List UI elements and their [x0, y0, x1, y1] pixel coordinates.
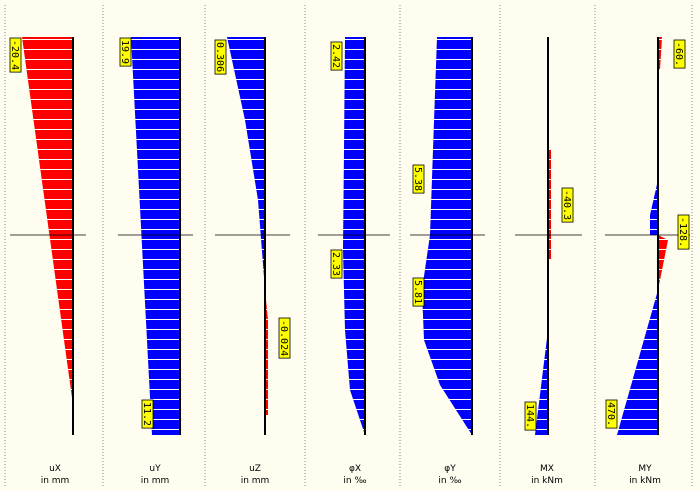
- label-text: 2.42: [330, 44, 341, 68]
- value-label: -20.4: [9, 37, 22, 73]
- label-text: 19.9: [119, 40, 130, 64]
- label-box: [677, 214, 690, 250]
- panel: -20.4 uX in mm: [9, 37, 86, 486]
- label-box: [524, 401, 537, 431]
- label-box: [278, 317, 291, 359]
- label-box: [673, 39, 686, 69]
- value-label: -0.024: [278, 317, 291, 359]
- diagram-fill: [131, 37, 180, 435]
- diagram-fill: [343, 37, 365, 435]
- label-box: [330, 41, 343, 71]
- label-text: 2.33: [330, 252, 341, 276]
- result-unit: in ‰: [438, 476, 461, 486]
- label-box: [141, 399, 154, 429]
- diagram-fill: [535, 330, 548, 435]
- label-text: 11.2: [141, 402, 152, 426]
- result-unit: in ‰: [343, 476, 366, 486]
- value-label: -128.: [677, 214, 690, 250]
- diagram-fill: [650, 180, 658, 235]
- label-box: [412, 164, 425, 194]
- label-text: 5.81: [412, 280, 423, 304]
- result-name: uX: [49, 464, 61, 474]
- result-unit: in kNm: [629, 476, 661, 486]
- result-unit: in kNm: [531, 476, 563, 486]
- label-text: -128.: [677, 217, 688, 247]
- value-label: 5.81: [412, 277, 425, 307]
- result-unit: in mm: [141, 476, 170, 486]
- diagram-fill: [22, 37, 73, 405]
- label-text: 5.38: [412, 167, 423, 191]
- result-name: φX: [349, 464, 361, 474]
- label-box: [330, 249, 343, 279]
- label-box: [605, 399, 618, 429]
- result-name: uZ: [249, 464, 261, 474]
- label-box: [214, 39, 227, 75]
- result-unit: in mm: [41, 476, 70, 486]
- panel: -60. -128. 470. MY in kNm: [605, 37, 690, 486]
- label-text: -20.4: [9, 40, 20, 70]
- value-label: 19.9: [119, 37, 132, 67]
- label-box: [412, 277, 425, 307]
- label-text: 0.306: [214, 42, 225, 72]
- label-text: -0.024: [278, 320, 289, 356]
- value-label: 2.33: [330, 249, 343, 279]
- label-box: [561, 187, 574, 223]
- panel: 0.306 -0.024 uZ in mm: [214, 37, 291, 486]
- value-label: -60.: [673, 39, 686, 69]
- panel: 5.38 5.81 φY in ‰: [410, 37, 485, 486]
- value-label: 0.306: [214, 39, 227, 75]
- diagram-fill: [227, 37, 265, 290]
- value-label: 11.2: [141, 399, 154, 429]
- panel: 19.9 11.2 uY in mm: [118, 37, 193, 486]
- result-unit: in mm: [241, 476, 270, 486]
- diagram-fill: [422, 37, 472, 435]
- value-label: -40.3: [561, 187, 574, 223]
- panel: 2.42 2.33 φX in ‰: [318, 37, 390, 486]
- label-text: -40.3: [561, 190, 572, 220]
- diagram-fill: [617, 290, 658, 435]
- value-label: 2.42: [330, 41, 343, 71]
- label-box: [119, 37, 132, 67]
- label-text: 470.: [605, 402, 616, 426]
- value-label: 470.: [605, 399, 618, 429]
- value-label: 5.38: [412, 164, 425, 194]
- diagram-fill: [658, 235, 668, 290]
- label-text: -60.: [673, 42, 684, 66]
- label-box: [9, 37, 22, 73]
- result-name: φY: [444, 464, 456, 474]
- result-name: MY: [638, 464, 652, 474]
- panel: 144. -40.3 MX in kNm: [515, 37, 582, 486]
- label-text: 144.: [524, 404, 535, 428]
- result-name: uY: [149, 464, 161, 474]
- value-label: 144.: [524, 401, 537, 431]
- result-name: MX: [540, 464, 554, 474]
